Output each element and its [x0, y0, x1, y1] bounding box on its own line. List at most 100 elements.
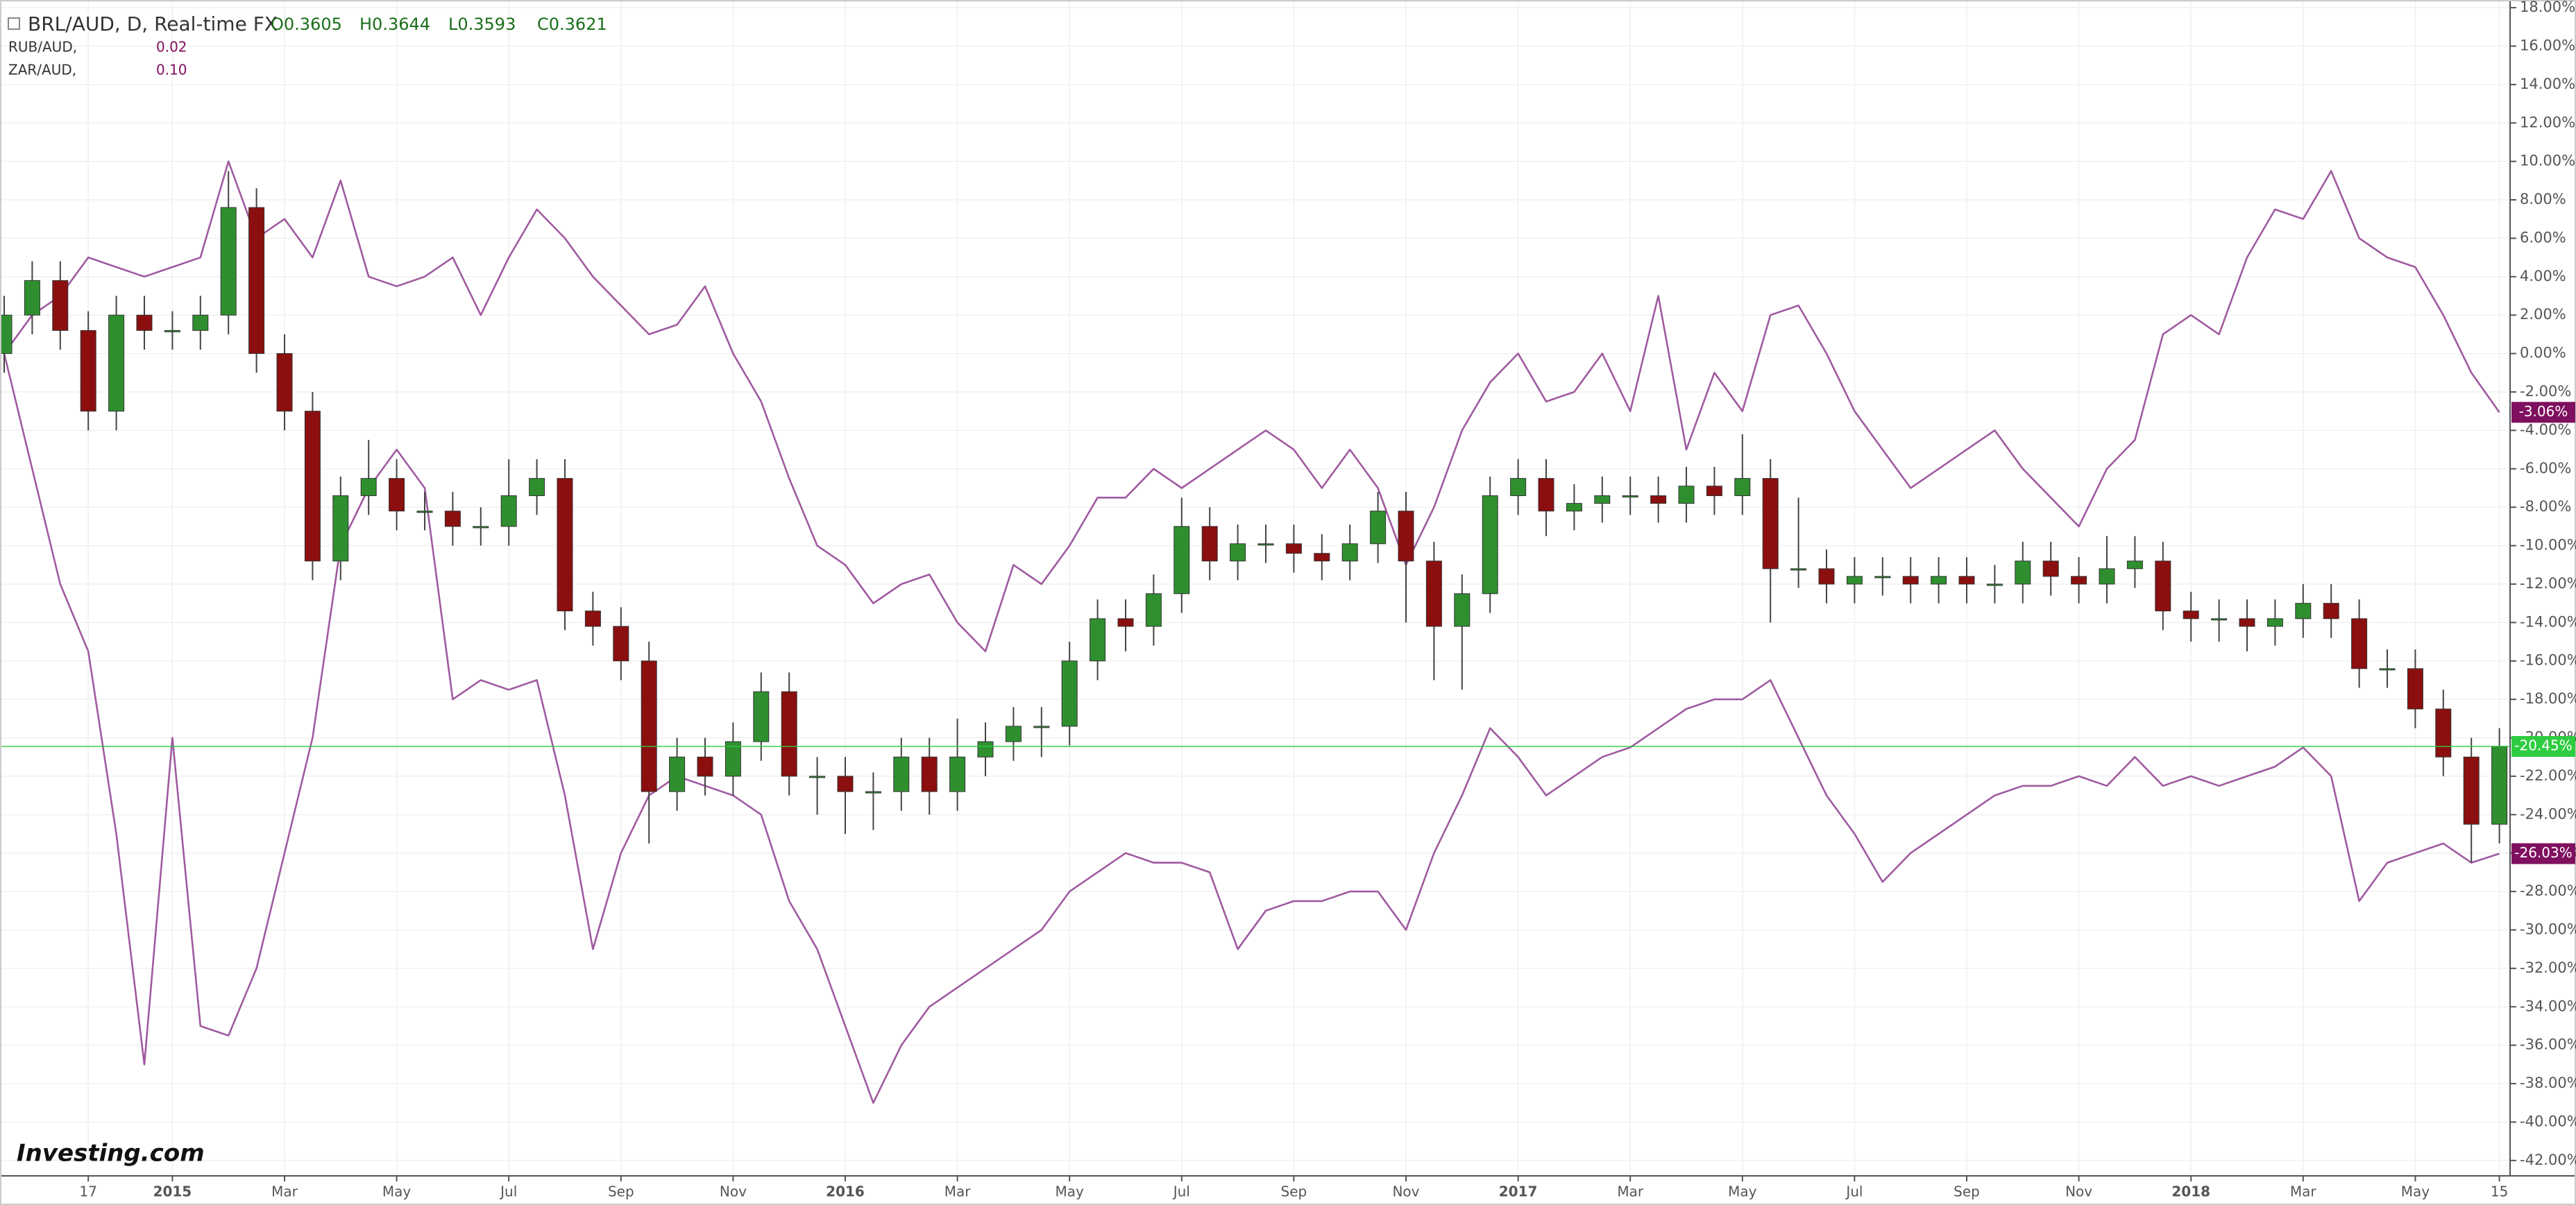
candle-body [1986, 583, 2003, 586]
main-symbol[interactable]: BRL/AUD, D, Real-time FX [28, 12, 278, 35]
x-tick-label: Jul [499, 1183, 517, 1200]
y-tick-label: -14.00% [2520, 613, 2576, 630]
candle-body [1117, 618, 1134, 627]
candle-body [1622, 495, 1638, 498]
candle-body [2042, 561, 2059, 577]
candle-body [1650, 495, 1667, 504]
last-value-label: -20.45% [2514, 737, 2572, 753]
candle-body [473, 526, 489, 529]
candle-body [1958, 576, 1975, 585]
series-name[interactable]: RUB/AUD, [8, 39, 77, 55]
x-tick-label: May [1728, 1183, 1757, 1200]
candle-body [24, 280, 40, 316]
y-tick-label: -32.00% [2520, 959, 2576, 976]
candle-body [1762, 478, 1779, 570]
x-tick-label: Sep [1281, 1183, 1307, 1200]
last-value-box [2511, 843, 2575, 864]
y-tick-label: -40.00% [2520, 1113, 2576, 1129]
candle-body [2099, 568, 2115, 585]
candle-body [389, 478, 405, 512]
candle-body [529, 478, 545, 497]
candle-body [2351, 618, 2368, 669]
candle-body [1145, 593, 1162, 627]
y-tick-label: -34.00% [2520, 998, 2576, 1014]
candle-body [52, 280, 69, 331]
candle-body [697, 756, 713, 777]
x-tick-label: May [382, 1183, 412, 1200]
grid [0, 0, 2510, 1176]
candle-body [2126, 561, 2143, 570]
candle-body [276, 353, 293, 412]
y-tick-label: 6.00% [2520, 229, 2566, 246]
x-tick-label: Nov [720, 1183, 747, 1200]
candle-body [1566, 503, 1582, 512]
candle-body [781, 691, 797, 777]
collapse-icon[interactable] [8, 17, 20, 30]
candle-body [1090, 618, 1106, 662]
y-tick-label: 14.00% [2520, 76, 2575, 92]
candle-body [164, 330, 180, 332]
candle-body [1370, 511, 1387, 545]
candle-body [2407, 668, 2423, 710]
x-tick-label: Mar [2290, 1183, 2317, 1200]
x-tick-label: Nov [1392, 1183, 1419, 1200]
ohlc-value: H0.3644 [359, 15, 430, 34]
y-tick-label: 2.00% [2520, 306, 2566, 323]
candle-body [1902, 576, 1919, 585]
candle-body [1874, 576, 1891, 579]
candle-body [192, 314, 209, 331]
x-tick-label: May [2401, 1183, 2430, 1200]
candle-body [1454, 593, 1471, 627]
ohlc-value: O0.3605 [271, 15, 342, 34]
candle-body [1201, 526, 1218, 562]
candle-body [2239, 618, 2255, 627]
candle-body [837, 776, 854, 792]
candle-body [1482, 495, 1498, 595]
series-value: 0.02 [156, 39, 187, 55]
candle-body [1230, 543, 1246, 562]
candle-body [1398, 511, 1414, 562]
candle-body [1734, 478, 1751, 497]
candle-body [248, 207, 265, 354]
x-tick-label: 17 [79, 1183, 96, 1200]
y-tick-label: -4.00% [2520, 421, 2571, 438]
plot [0, 160, 2510, 1104]
candle-body [2015, 561, 2031, 585]
candle-body [1678, 486, 1695, 504]
candle-body [136, 314, 153, 331]
candle-body [1341, 543, 1358, 562]
candle-body [2155, 561, 2171, 612]
x-tick-label: 2017 [1499, 1183, 1538, 1200]
candle-body [893, 756, 910, 792]
candle-body [724, 741, 741, 777]
y-tick-label: -42.00% [2520, 1152, 2576, 1168]
candle-body [669, 756, 686, 792]
y-tick-label: 16.00% [2520, 37, 2575, 53]
candle-body [641, 660, 657, 792]
x-tick-label: Mar [1617, 1183, 1644, 1200]
line-series [3, 353, 2500, 1104]
candle-body [2435, 708, 2452, 758]
x-tick-label: Sep [608, 1183, 634, 1200]
watermark: Investing.com [17, 1140, 205, 1168]
legend: BRL/AUD, D, Real-time FX O0.3605 H0.3644 L… [8, 12, 607, 78]
candle-body [977, 741, 994, 758]
candle-body [2183, 610, 2199, 619]
candle-body [1425, 561, 1442, 627]
candle-body [2266, 618, 2283, 627]
candle-body [416, 511, 433, 513]
y-tick-label: -36.00% [2520, 1036, 2576, 1053]
y-tick-label: -16.00% [2520, 652, 2576, 669]
y-tick-label: -28.00% [2520, 882, 2576, 899]
y-tick-label: -22.00% [2520, 767, 2576, 784]
candle-body [220, 207, 237, 316]
x-tick-label: Jul [1172, 1183, 1190, 1200]
last-value-box [2511, 735, 2575, 757]
last-value-label: -26.03% [2514, 844, 2572, 861]
y-tick-label: -38.00% [2520, 1075, 2576, 1091]
y-tick-label: -8.00% [2520, 498, 2571, 515]
candle-body [360, 478, 377, 497]
series-name[interactable]: ZAR/AUD, [8, 62, 76, 78]
y-tick-label: -6.00% [2520, 460, 2571, 477]
